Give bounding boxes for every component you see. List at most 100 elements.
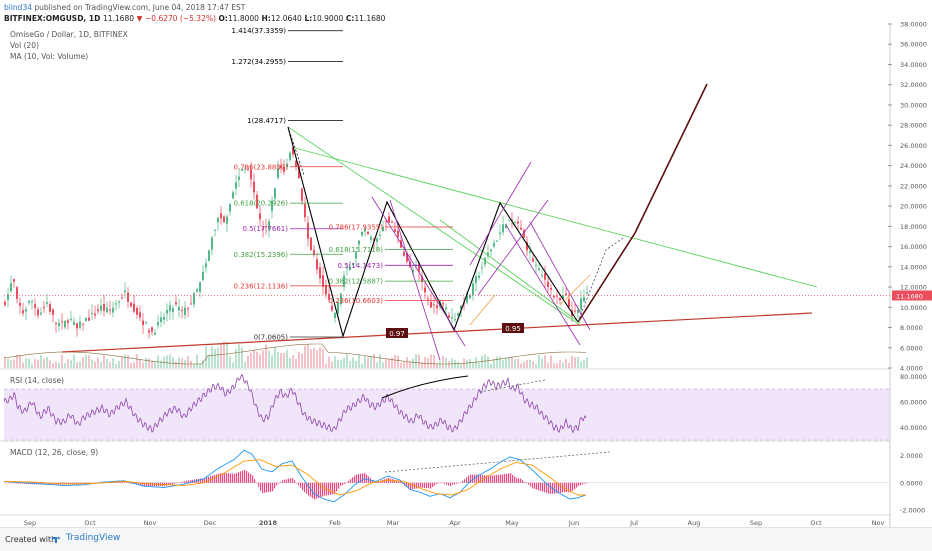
volume-bar bbox=[550, 355, 552, 368]
candle-body bbox=[361, 231, 363, 236]
candle-body bbox=[40, 312, 42, 315]
ma-legend[interactable]: MA (10, Vol: Volume) bbox=[10, 52, 89, 61]
candle-body bbox=[487, 252, 489, 257]
macd-hist-bar bbox=[122, 481, 124, 483]
macd-hist-bar bbox=[334, 482, 336, 494]
candle-body bbox=[469, 294, 471, 299]
time-tick-label: Nov bbox=[144, 519, 157, 527]
candle-body bbox=[28, 300, 30, 303]
candle-body bbox=[127, 292, 129, 302]
brand-link[interactable]: TradingView bbox=[66, 533, 121, 543]
candle-body bbox=[385, 221, 387, 223]
candle-body bbox=[505, 224, 507, 229]
fib-level-label: 0.618(15.7118) bbox=[329, 246, 384, 254]
candle-body bbox=[160, 317, 162, 323]
purple-channel bbox=[505, 224, 581, 346]
macd-hist-bar bbox=[214, 474, 216, 483]
price-tick-label: 4.0000 bbox=[900, 365, 923, 373]
macd-hist-bar bbox=[402, 482, 404, 484]
author-link[interactable]: blind34 bbox=[4, 3, 32, 12]
volume-bar bbox=[391, 357, 393, 368]
macd-hist-bar bbox=[320, 482, 322, 498]
candle-body bbox=[211, 237, 213, 250]
candle-body bbox=[79, 321, 81, 328]
candle-body bbox=[367, 231, 369, 234]
vol-legend[interactable]: Vol (20) bbox=[10, 41, 40, 50]
candle-body bbox=[199, 282, 201, 292]
drawings: 0.97 0.95 bbox=[4, 83, 890, 361]
volume-bar bbox=[367, 357, 369, 368]
macd-hist-bar bbox=[90, 482, 92, 484]
volume-bar bbox=[370, 356, 372, 368]
macd-hist-bar bbox=[502, 474, 504, 483]
candle-body bbox=[25, 309, 27, 312]
volume-bar bbox=[349, 361, 351, 368]
time-tick-label: Feb bbox=[329, 519, 341, 527]
volume-bar bbox=[313, 347, 315, 368]
macd-hist-bar bbox=[250, 473, 252, 483]
candle-body bbox=[322, 275, 324, 287]
volume-bar bbox=[82, 356, 84, 368]
candle-body bbox=[271, 200, 273, 212]
volume-bar bbox=[436, 363, 438, 368]
volume-bar bbox=[295, 358, 297, 368]
macd-hist-bar bbox=[176, 482, 178, 484]
macd-hist-bar bbox=[12, 482, 14, 484]
volume-bar bbox=[79, 361, 81, 368]
fib-level-label: 0.382(15.2396) bbox=[234, 251, 289, 259]
candle-body bbox=[103, 303, 105, 311]
candle-body bbox=[37, 309, 39, 316]
close-value: 11.1680 bbox=[354, 14, 386, 23]
rsi-tick-label: 80.0000 bbox=[900, 373, 927, 381]
macd-pane bbox=[3, 449, 890, 503]
volume-bar bbox=[214, 348, 216, 368]
macd-hist-bar bbox=[180, 482, 182, 483]
candle-body bbox=[70, 318, 72, 320]
candle-body bbox=[190, 303, 192, 305]
candle-body bbox=[451, 316, 453, 319]
rsi-legend[interactable]: RSI (14, close) bbox=[10, 376, 65, 385]
candle-body bbox=[364, 229, 366, 232]
macd-hist-bar bbox=[400, 481, 402, 483]
macd-hist-bar bbox=[470, 474, 472, 483]
candle-body bbox=[142, 320, 144, 326]
fib-level-label: 0(7.0605) bbox=[254, 334, 289, 342]
volume-bar bbox=[538, 355, 540, 368]
candle-body bbox=[253, 181, 255, 193]
macd-hist-bar bbox=[220, 473, 222, 483]
volume-bar bbox=[499, 356, 501, 368]
purple-channel bbox=[529, 221, 591, 331]
time-tick-label: Jun bbox=[568, 519, 579, 527]
time-tick-label: Mar bbox=[387, 519, 400, 527]
volume-bar bbox=[169, 354, 171, 368]
macd-line bbox=[3, 449, 587, 503]
tradingview-logo-icon bbox=[52, 536, 60, 543]
macd-hist-bar bbox=[396, 480, 398, 483]
macd-hist-bar bbox=[350, 478, 352, 483]
volume-bar bbox=[460, 363, 462, 368]
macd-hist-bar bbox=[230, 473, 232, 483]
candle-body bbox=[574, 310, 576, 312]
candle-body bbox=[481, 267, 483, 269]
macd-legend[interactable]: MACD (12, 26, close, 9) bbox=[10, 448, 99, 457]
macd-hist-bar bbox=[406, 482, 408, 487]
macd-hist-bar bbox=[202, 478, 204, 483]
volume-bar bbox=[340, 359, 342, 368]
symbol-legend[interactable]: OmiseGo / Dollar, 1D, BITFINEX bbox=[10, 30, 128, 39]
volume-bar bbox=[136, 354, 138, 368]
macd-hist-bar bbox=[332, 482, 334, 495]
volume-bar bbox=[46, 356, 48, 368]
macd-hist-bar bbox=[426, 482, 428, 489]
candle-body bbox=[454, 319, 456, 321]
volume-bar bbox=[364, 355, 366, 368]
price-tick-label: 6.0000 bbox=[900, 344, 923, 352]
macd-hist-bar bbox=[216, 474, 218, 483]
candle-body bbox=[265, 226, 267, 228]
chart-canvas[interactable]: 0.97 0.95 1.414(37.3359) 1.272(34.2955) 1(2… bbox=[0, 0, 932, 527]
candle-body bbox=[436, 305, 438, 309]
volume-bar bbox=[208, 354, 210, 368]
volume-bar bbox=[316, 350, 318, 368]
volume-bar bbox=[166, 355, 168, 368]
macd-hist-bar bbox=[410, 482, 412, 490]
